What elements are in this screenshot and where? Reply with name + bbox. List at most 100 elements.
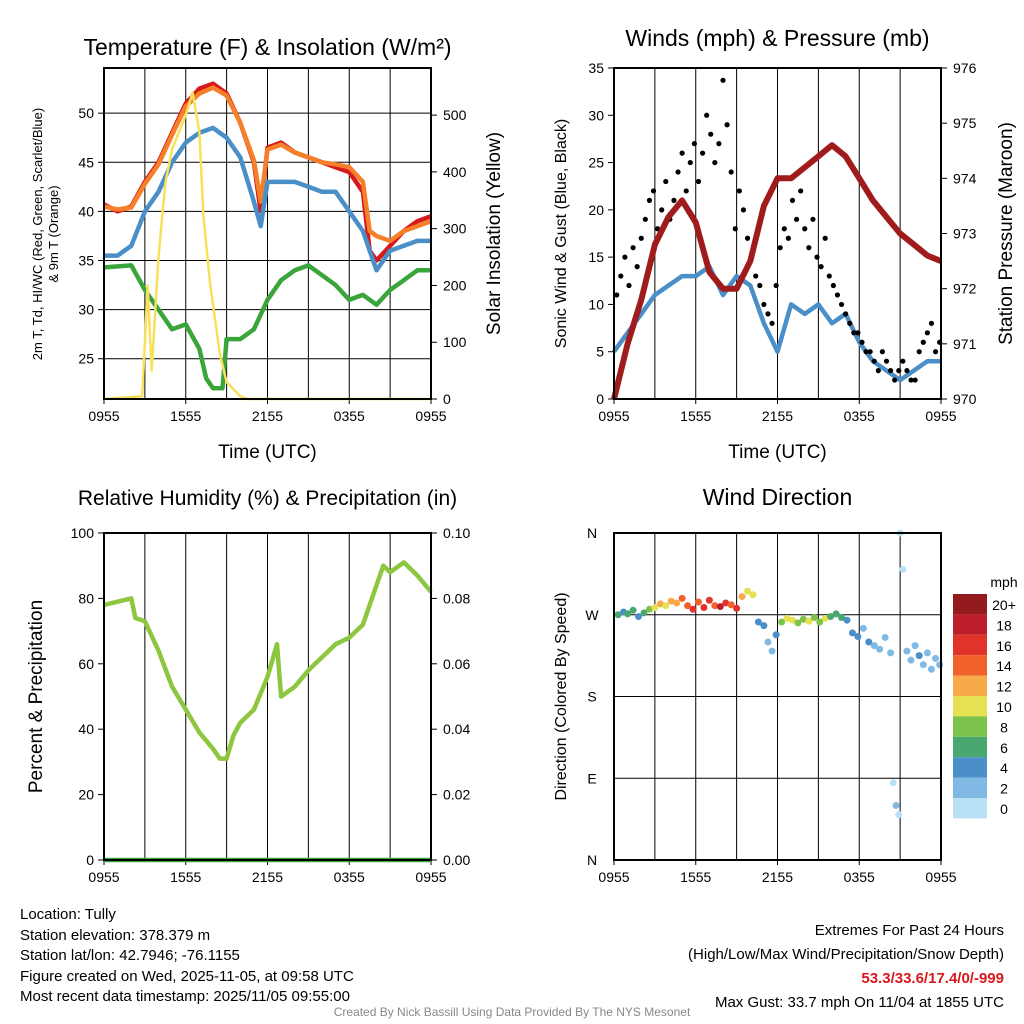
y2-tick-label: 976 — [953, 60, 977, 76]
wind-direction-point — [848, 629, 856, 637]
solar-insolation-line — [103, 91, 431, 401]
wind-direction-point — [662, 602, 670, 610]
chart-title: Wind Direction — [703, 484, 853, 510]
y-tick-label: 60 — [78, 656, 94, 672]
wind-direction-point — [794, 619, 802, 627]
gust-point — [904, 368, 910, 374]
gust-point — [883, 358, 890, 364]
gust-point — [932, 349, 939, 355]
legend-label: 20+ — [992, 597, 1016, 613]
gust-point — [871, 358, 877, 364]
gust-point — [887, 368, 894, 374]
y-tick-label: W — [585, 607, 599, 623]
y-tick-label: 0 — [596, 391, 604, 407]
gust-point — [732, 226, 738, 232]
wind-direction-point — [689, 605, 697, 613]
x-tick-label: 1555 — [170, 869, 201, 885]
figure-created: Figure created on Wed, 2025-11-05, at 09… — [20, 967, 354, 985]
chart-title: Temperature (F) & Insolation (W/m²) — [83, 34, 451, 60]
y2-tick-label: 100 — [443, 334, 467, 350]
y2-tick-label: 971 — [953, 336, 977, 352]
wind-direction-point — [859, 624, 867, 632]
y-tick-label: 10 — [588, 296, 604, 312]
station-info: Location: Tully Station elevation: 378.3… — [20, 905, 354, 1008]
gust-point — [843, 311, 849, 317]
wind-direction-point — [651, 603, 659, 611]
extremes-subtitle: (High/Low/Max Wind/Precipitation/Snow De… — [688, 946, 1004, 963]
station-pressure-line — [611, 142, 943, 400]
y2-tick-label: 972 — [953, 281, 977, 297]
legend-swatch — [953, 614, 987, 635]
gust-point — [789, 197, 796, 203]
x-tick-label: 0955 — [88, 869, 119, 885]
x-tick-label: 1555 — [680, 869, 711, 885]
y2-tick-label: 0.04 — [443, 721, 470, 737]
gust-point — [642, 216, 648, 222]
wind-direction-point — [764, 638, 772, 646]
y-tick-label: E — [587, 770, 596, 786]
legend-label: 14 — [996, 658, 1012, 674]
x-tick-label: 0355 — [334, 408, 365, 424]
y-tick-label: N — [587, 852, 597, 868]
y-tick-label: 50 — [78, 105, 94, 121]
gust-point — [826, 273, 832, 279]
wind-direction-point — [805, 617, 813, 625]
wind-direction-point — [911, 642, 919, 650]
wind-direction-point — [788, 616, 796, 624]
gust-point — [785, 235, 792, 241]
legend-swatch — [953, 655, 987, 676]
legend-swatch — [953, 594, 987, 615]
gust-point — [896, 368, 902, 374]
gust-point — [663, 178, 669, 185]
legend-label: 16 — [996, 638, 1012, 654]
gust-point — [712, 159, 718, 166]
y2-tick-label: 0.08 — [443, 590, 470, 606]
y-axis-label: 2m T, Td, HI/WC (Red, Green, Scarlet/Blu… — [30, 108, 45, 360]
y2-tick-label: 400 — [443, 164, 467, 180]
y-tick-label: 25 — [78, 351, 94, 367]
y2-tick-label: 500 — [443, 107, 467, 123]
wind-direction-point — [881, 633, 889, 641]
x-tick-label: 2155 — [762, 869, 793, 885]
wind-direction-point — [772, 631, 780, 639]
wind-direction-point — [799, 615, 807, 623]
gust-point — [830, 282, 836, 289]
legend-swatch — [953, 716, 987, 737]
wind-direction-point — [816, 618, 824, 626]
wind-direction-point — [678, 594, 686, 602]
wind-direction-point — [700, 603, 708, 611]
x-tick-label: 0955 — [925, 869, 956, 885]
chart-title: Winds (mph) & Pressure (mb) — [625, 25, 929, 51]
gust-point — [912, 377, 918, 383]
wind-direction-point — [656, 600, 664, 608]
y2-tick-label: 975 — [953, 115, 977, 131]
gust-point — [806, 245, 812, 251]
y2-tick-label: 200 — [443, 277, 467, 293]
y2-tick-label: 0.10 — [443, 525, 470, 541]
y2-tick-label: 300 — [443, 221, 467, 237]
gust-point — [777, 245, 783, 251]
wind-direction-point — [754, 618, 762, 626]
gust-point — [822, 235, 828, 241]
legend-label: 4 — [1000, 760, 1008, 776]
y-axis-label: Direction (Colored By Speed) — [553, 592, 570, 800]
gust-point — [650, 188, 657, 194]
x-tick-label: 0955 — [598, 408, 629, 424]
location: Location: Tully — [20, 906, 116, 923]
gust-point — [879, 349, 886, 355]
wind-direction-point — [768, 647, 776, 655]
x-tick-label: 1555 — [680, 408, 711, 424]
legend-label: 6 — [1000, 740, 1008, 756]
plot-frame — [613, 532, 942, 861]
y-tick-label: 40 — [78, 721, 94, 737]
y-tick-label: S — [587, 689, 596, 705]
gust-point — [798, 188, 804, 194]
wind-direction-point — [927, 665, 935, 673]
wind-direction-point — [854, 633, 862, 641]
gust-point — [892, 377, 898, 383]
wind-direction-point — [694, 598, 702, 606]
gust-point — [691, 141, 697, 147]
gust-point — [659, 207, 665, 213]
gust-point — [740, 207, 747, 213]
